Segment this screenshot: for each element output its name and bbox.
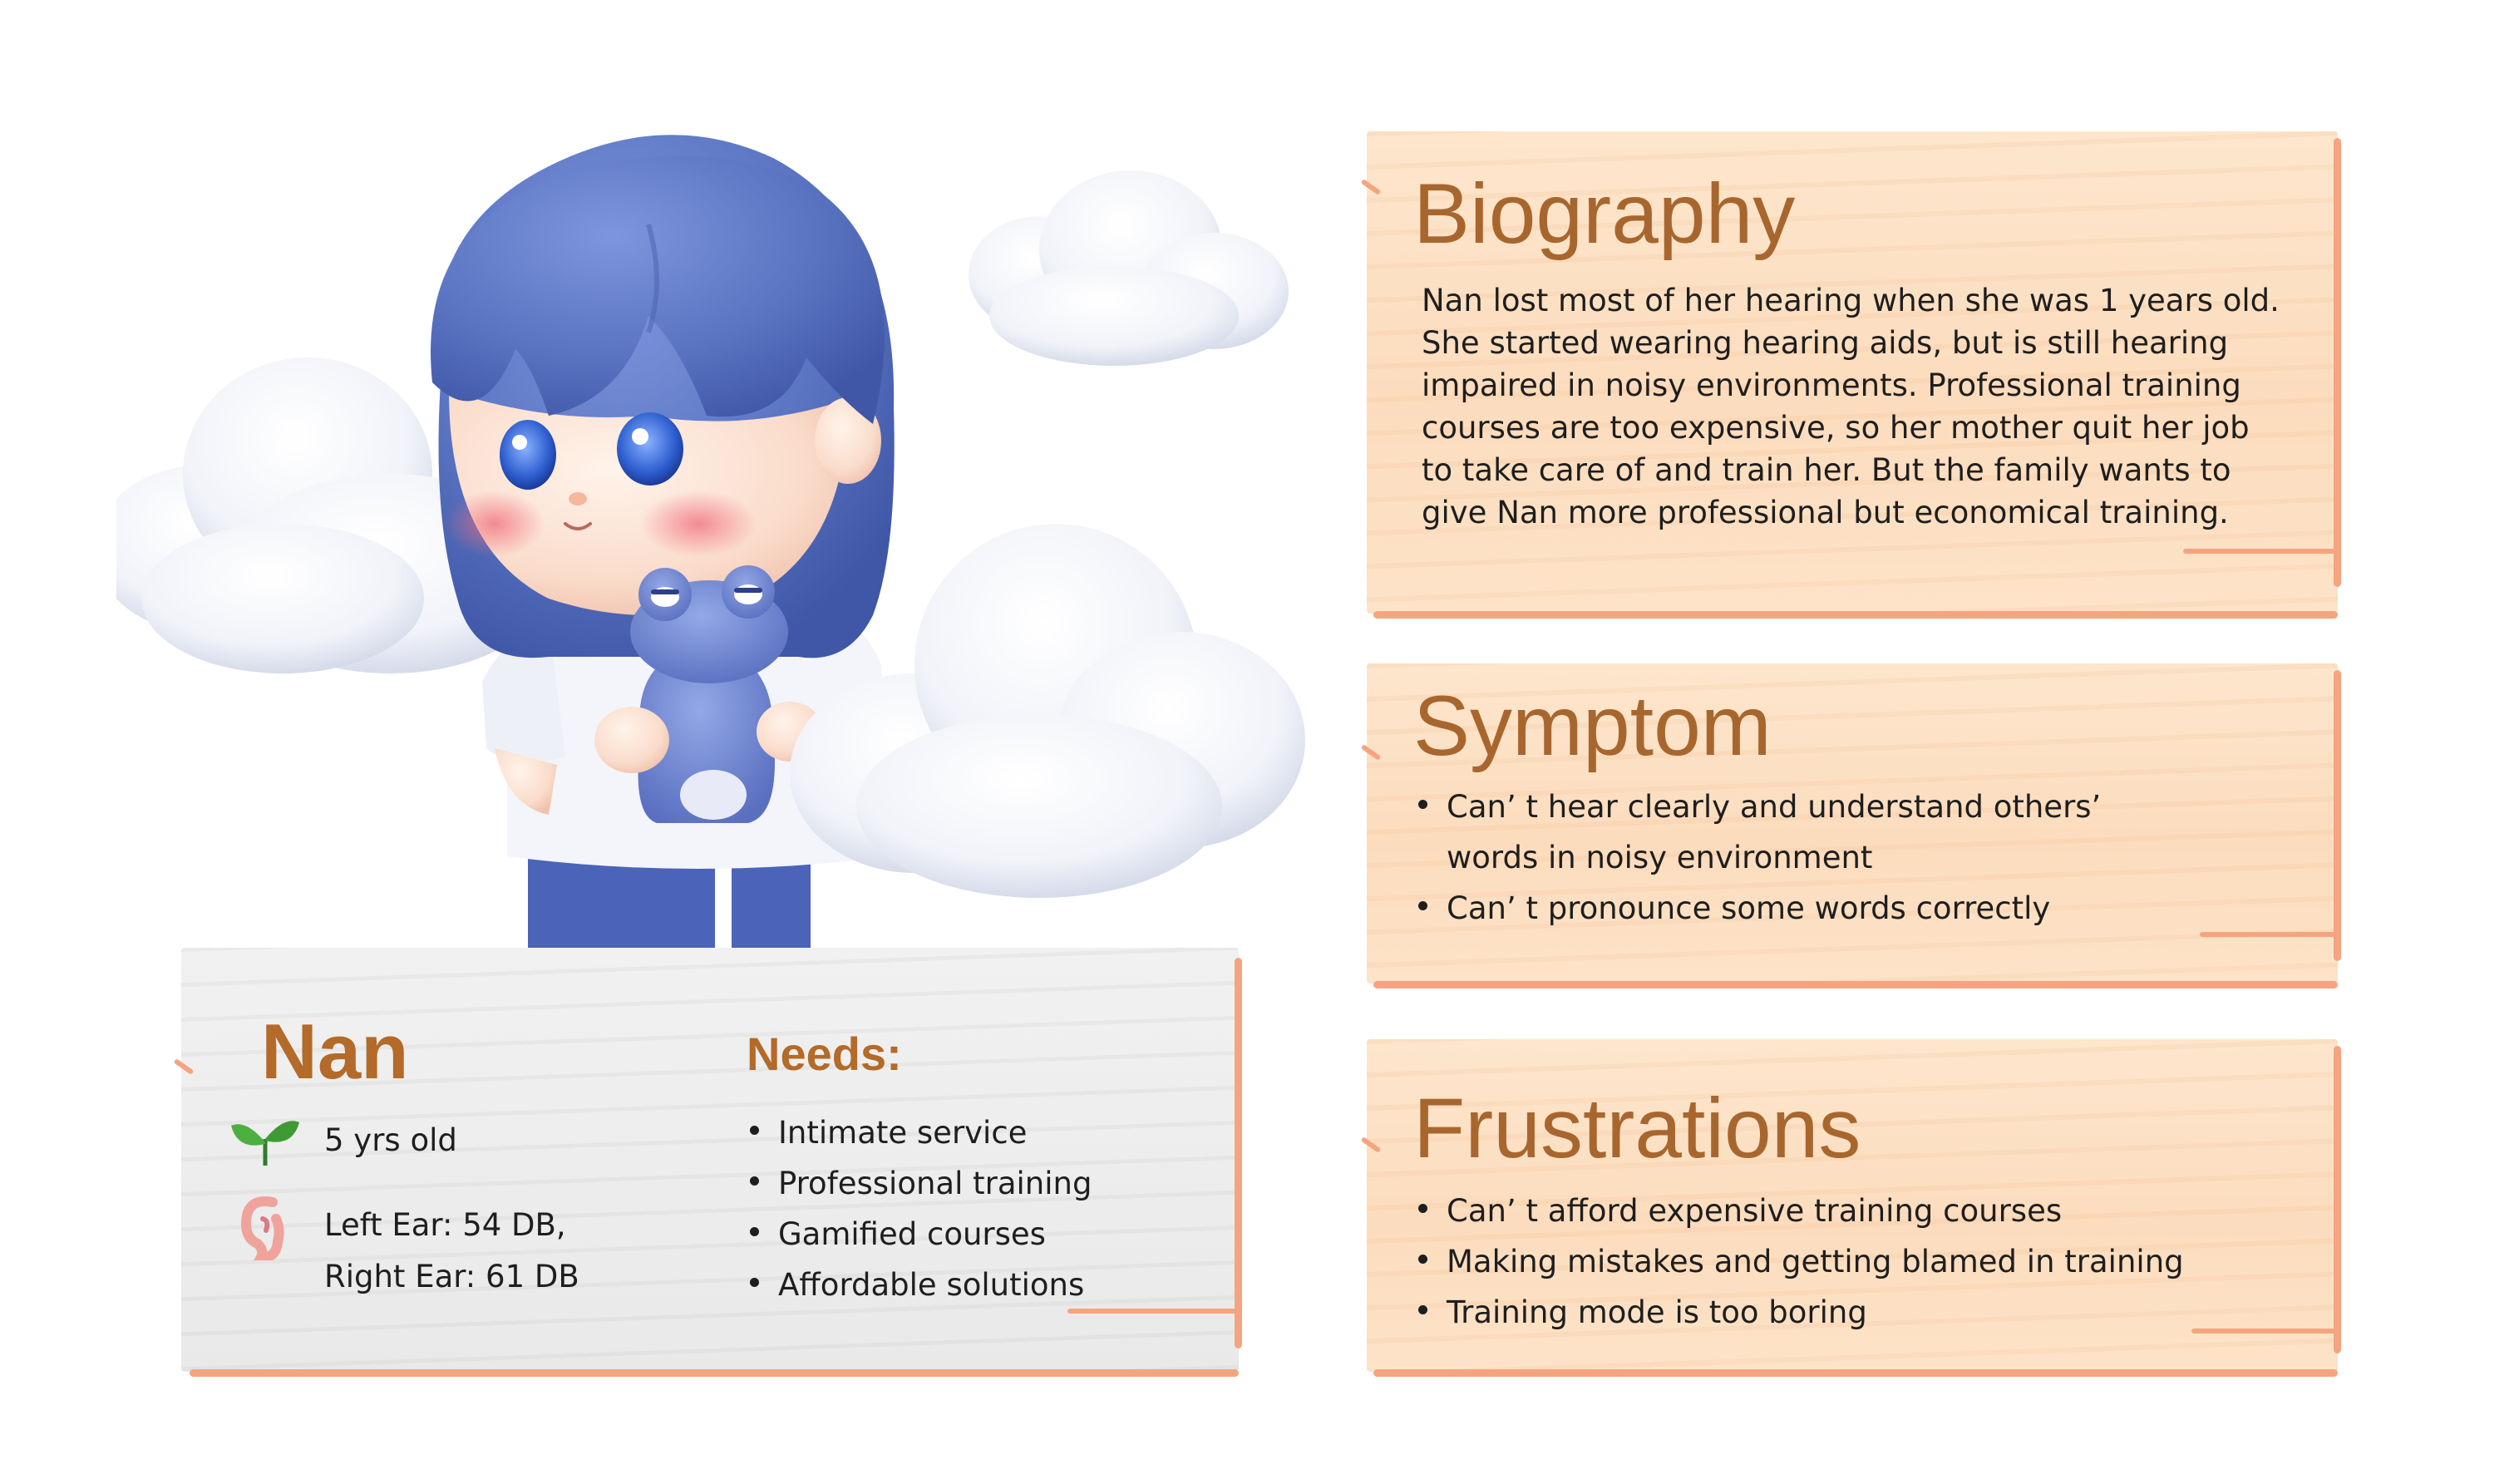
needs-title: Needs: (747, 1028, 902, 1080)
symptom-item: Can’ t hear clearly and understand other… (1413, 781, 2101, 883)
biography-text: Nan lost most of her hearing when she wa… (1422, 279, 2280, 534)
needs-list: Intimate service Professional training G… (745, 1107, 1092, 1310)
symptom-line: words in noisy environment (1447, 840, 1873, 875)
hearing-right: Right Ear: 61 DB (324, 1259, 579, 1294)
frustration-item: Training mode is too boring (1413, 1287, 2184, 1338)
symptom-title: Symptom (1413, 678, 1772, 773)
need-item: Professional training (745, 1158, 1092, 1209)
frustration-item: Can’ t afford expensive training courses (1413, 1186, 2184, 1236)
frustrations-list: Can’ t afford expensive training courses… (1413, 1186, 2184, 1338)
biography-line: impaired in noisy environments. Professi… (1422, 367, 2241, 403)
hearing-left: Left Ear: 54 DB, (324, 1207, 566, 1243)
frustrations-card: Frustrations Can’ t afford expensive tra… (1360, 1039, 2341, 1377)
biography-line: She started wearing hearing aids, but is… (1422, 325, 2229, 361)
frustrations-title: Frustrations (1413, 1081, 1861, 1176)
frustration-item: Making mistakes and getting blamed in tr… (1413, 1236, 2184, 1287)
persona-age: 5 yrs old (324, 1122, 457, 1158)
ear-icon (240, 1196, 284, 1260)
symptom-line: Can’ t pronounce some words correctly (1447, 890, 2051, 926)
persona-name: Nan (261, 1008, 409, 1095)
cloud-top-right (969, 170, 1289, 366)
sprout-icon (231, 1121, 299, 1166)
symptom-card: Symptom Can’ t hear clearly and understa… (1360, 663, 2341, 989)
biography-line: to take care of and train her. But the f… (1422, 452, 2231, 488)
symptom-line: Can’ t hear clearly and understand other… (1447, 789, 2102, 825)
symptom-item: Can’ t pronounce some words correctly (1413, 883, 2101, 934)
biography-title: Biography (1413, 166, 1796, 261)
biography-line: courses are too expensive, so her mother… (1422, 410, 2250, 446)
persona-card: Nan 5 yrs old Left Ear: 54 DB, Right Ear… (173, 948, 1242, 1377)
need-item: Gamified courses (745, 1209, 1092, 1260)
character-illustration (116, 135, 1305, 981)
biography-line: Nan lost most of her hearing when she wa… (1422, 283, 2280, 318)
need-item: Intimate service (745, 1107, 1092, 1158)
biography-card: Biography Nan lost most of her hearing w… (1360, 131, 2341, 619)
need-item: Affordable solutions (745, 1260, 1092, 1310)
biography-line: give Nan more professional but economica… (1422, 495, 2229, 530)
symptom-list: Can’ t hear clearly and understand other… (1413, 781, 2101, 934)
cloud-front (790, 524, 1305, 898)
